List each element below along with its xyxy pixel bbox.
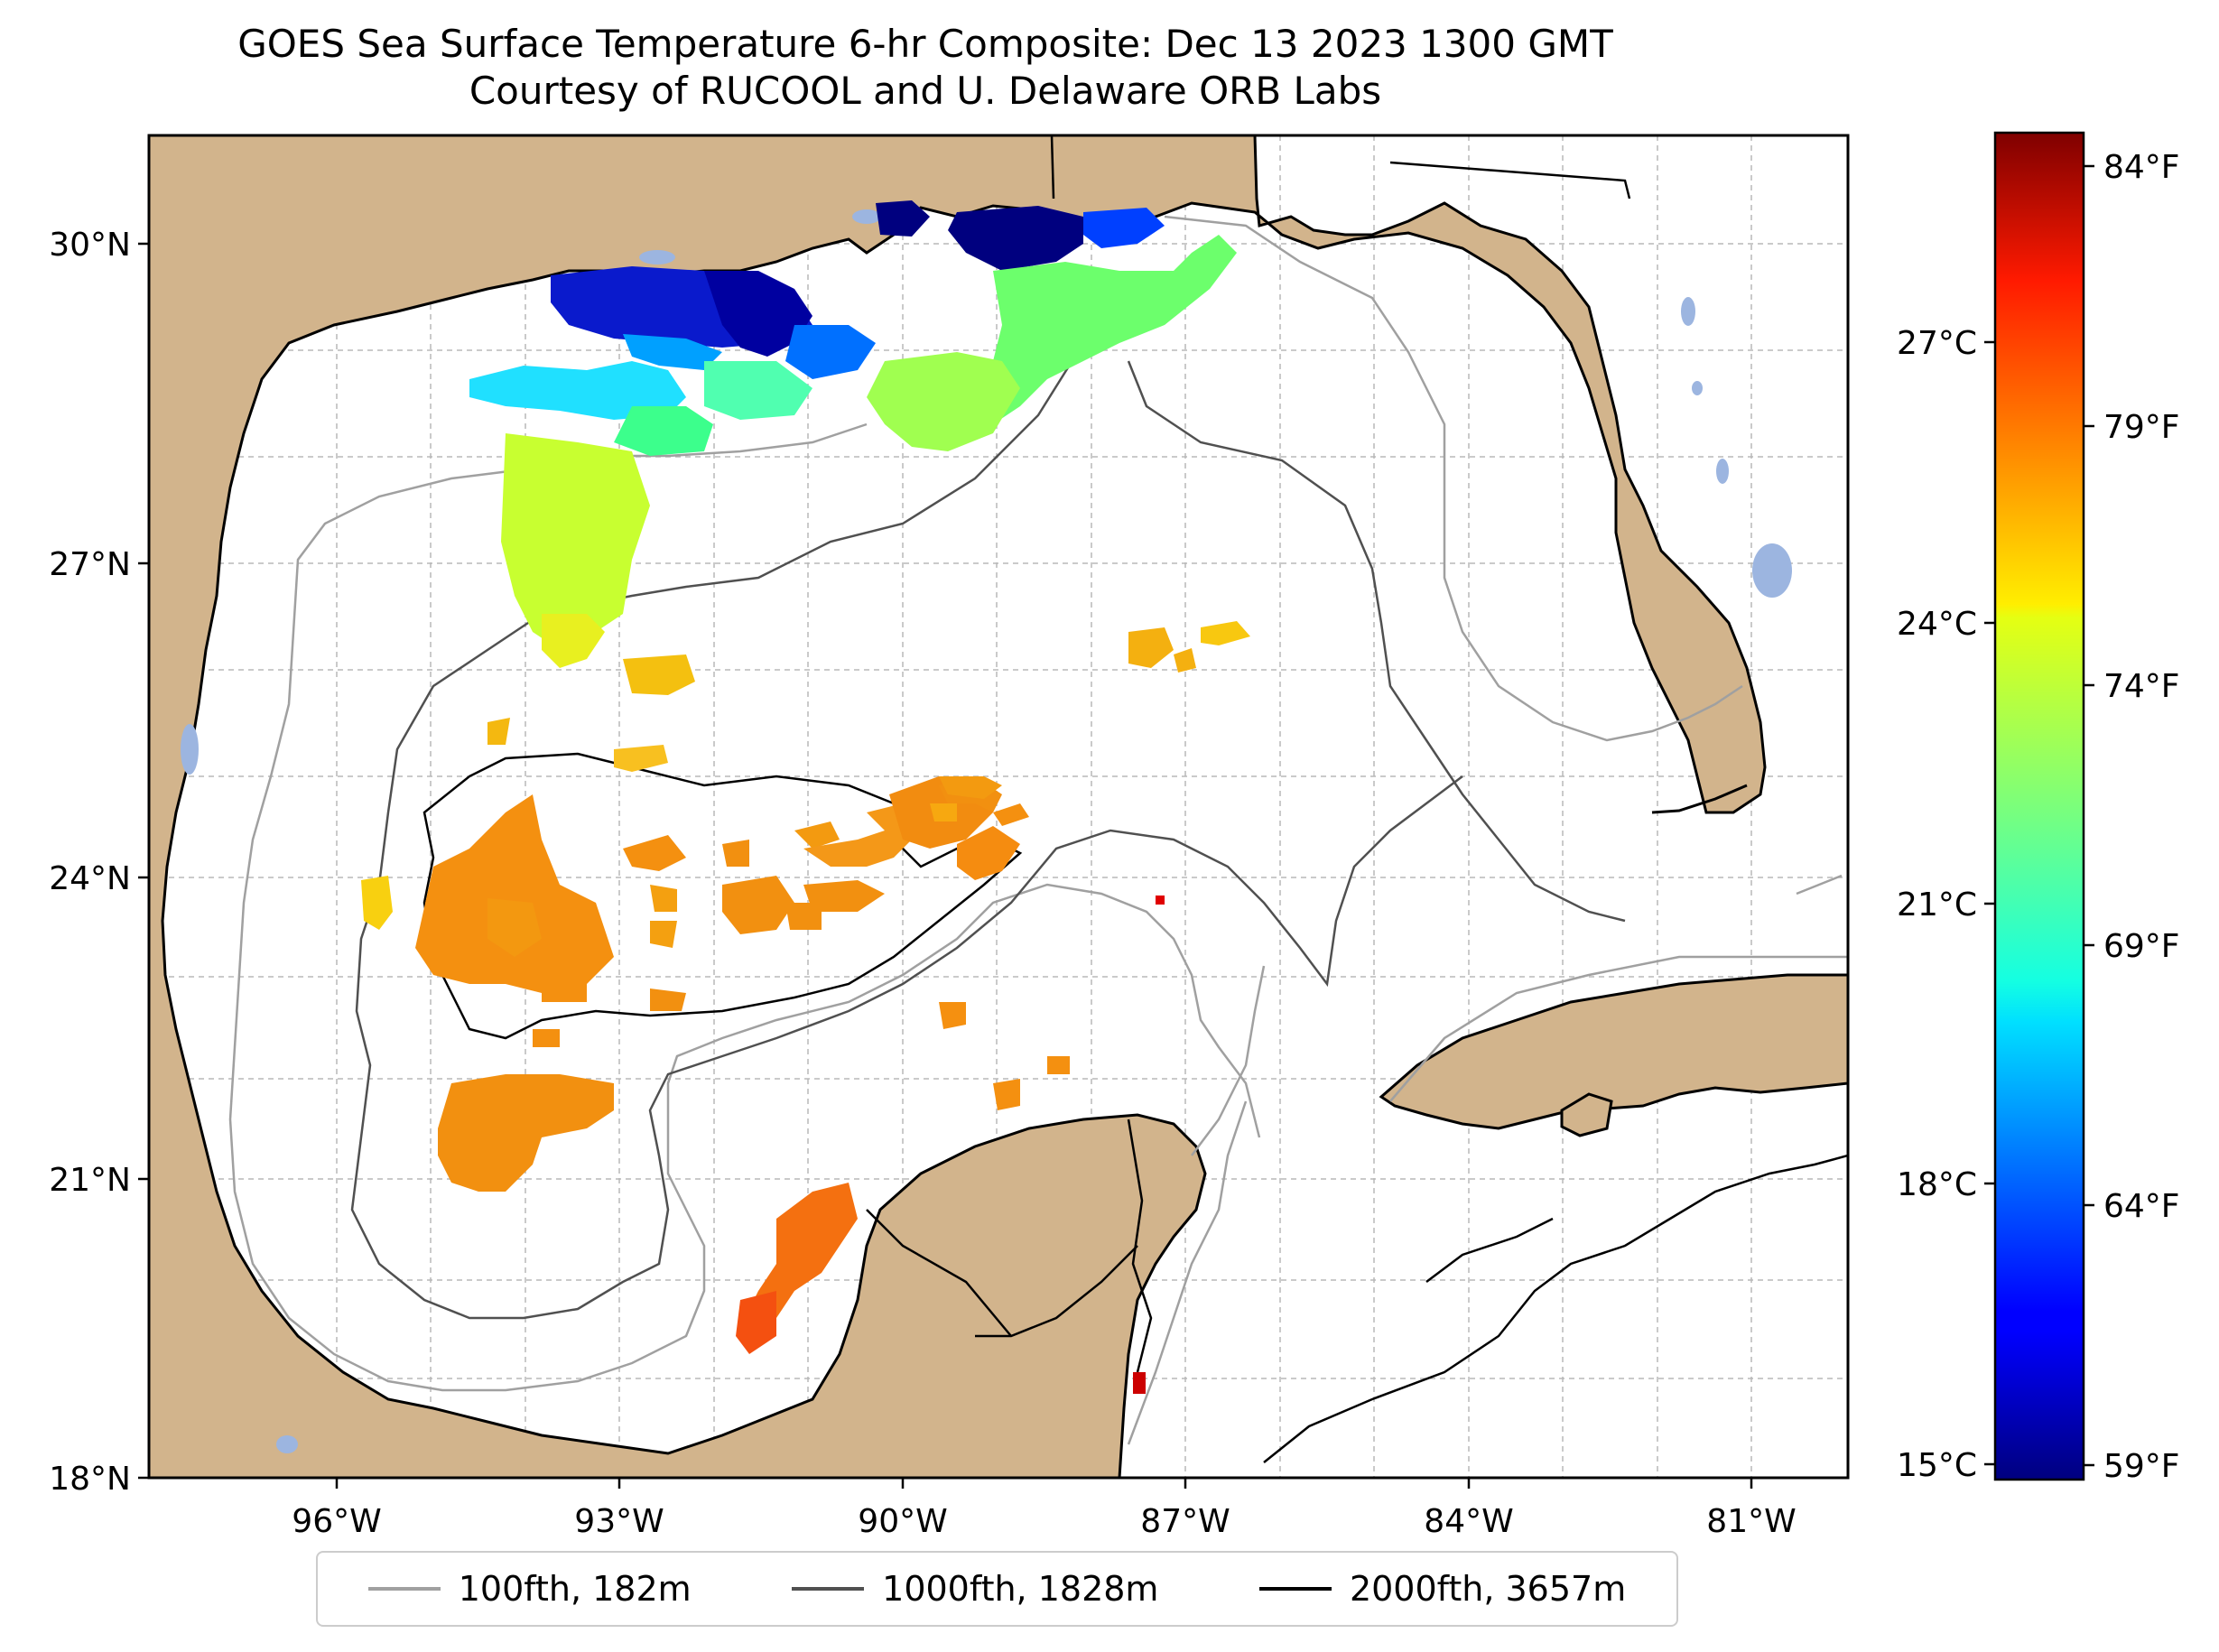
lakes — [181, 209, 1792, 1453]
contour-2000fth — [422, 752, 1848, 1463]
colorbar-fahrenheit-84: 84°F — [2103, 149, 2180, 186]
map-subtitle: Courtesy of RUCOOL and U. Delaware ORB L… — [469, 69, 1382, 113]
lon-ticks — [335, 1478, 1753, 1489]
legend-item-2000fth: 2000fth, 3657m — [1258, 1569, 1627, 1609]
lat-label-21: 21°N — [49, 1162, 131, 1199]
lon-label-93: 93°W — [574, 1503, 664, 1540]
colorbar-fahrenheit-74: 74°F — [2103, 668, 2180, 705]
lat-label-27: 27°N — [49, 546, 131, 583]
land-cuba — [1379, 973, 1848, 1130]
legend-label-1000fth: 1000fth, 1828m — [882, 1569, 1159, 1609]
map-title: GOES Sea Surface Temperature 6-hr Compos… — [237, 22, 1613, 66]
legend-label-100fth: 100fth, 182m — [458, 1569, 692, 1609]
bathymetry-contours — [228, 215, 1848, 1463]
lat-label-30: 30°N — [49, 227, 131, 264]
colorbar-celsius-24: 24°C — [1897, 606, 1977, 643]
map-canvas — [149, 135, 1848, 1478]
legend-swatch-100fth — [367, 1587, 441, 1591]
borders — [866, 135, 1631, 1373]
legend-label-2000fth: 2000fth, 3657m — [1349, 1569, 1627, 1609]
colorbar-fahrenheit-79: 79°F — [2103, 409, 2180, 446]
colorbar-gradient — [1993, 131, 2085, 1481]
colorbar: 27°C 24°C 21°C 18°C 15°C 84°F 79°F 74°F … — [1897, 131, 2180, 1485]
lat-label-24: 24°N — [49, 860, 131, 897]
colorbar-celsius-15: 15°C — [1897, 1447, 1977, 1484]
legend-item-1000fth: 1000fth, 1828m — [792, 1569, 1158, 1609]
colorbar-fahrenheit-59: 59°F — [2103, 1448, 2180, 1485]
colorbar-fahrenheit-69: 69°F — [2103, 928, 2180, 965]
lat-ticks — [138, 242, 149, 1480]
contour-100fth — [228, 215, 1848, 1445]
sst-data — [361, 200, 1250, 1394]
colorbar-celsius-21: 21°C — [1897, 886, 1977, 923]
lon-label-81: 81°W — [1706, 1503, 1796, 1540]
lon-label-87: 87°W — [1140, 1503, 1230, 1540]
legend-item-100fth: 100fth, 182m — [367, 1569, 692, 1609]
colorbar-fahrenheit-64: 64°F — [2103, 1188, 2180, 1225]
lat-label-18: 18°N — [49, 1461, 131, 1498]
land-isla-juventud — [1560, 1092, 1613, 1137]
legend: 100fth, 182m 1000fth, 1828m 2000fth, 365… — [316, 1551, 1678, 1627]
colorbar-celsius-27: 27°C — [1897, 325, 1977, 362]
map-frame — [147, 134, 1850, 1480]
lon-label-84: 84°W — [1424, 1503, 1513, 1540]
florida-keys — [1651, 784, 1748, 814]
legend-swatch-1000fth — [792, 1587, 865, 1591]
legend-swatch-2000fth — [1258, 1587, 1332, 1591]
lon-label-96: 96°W — [292, 1503, 381, 1540]
lon-label-90: 90°W — [858, 1503, 947, 1540]
colorbar-celsius-18: 18°C — [1897, 1166, 1977, 1203]
